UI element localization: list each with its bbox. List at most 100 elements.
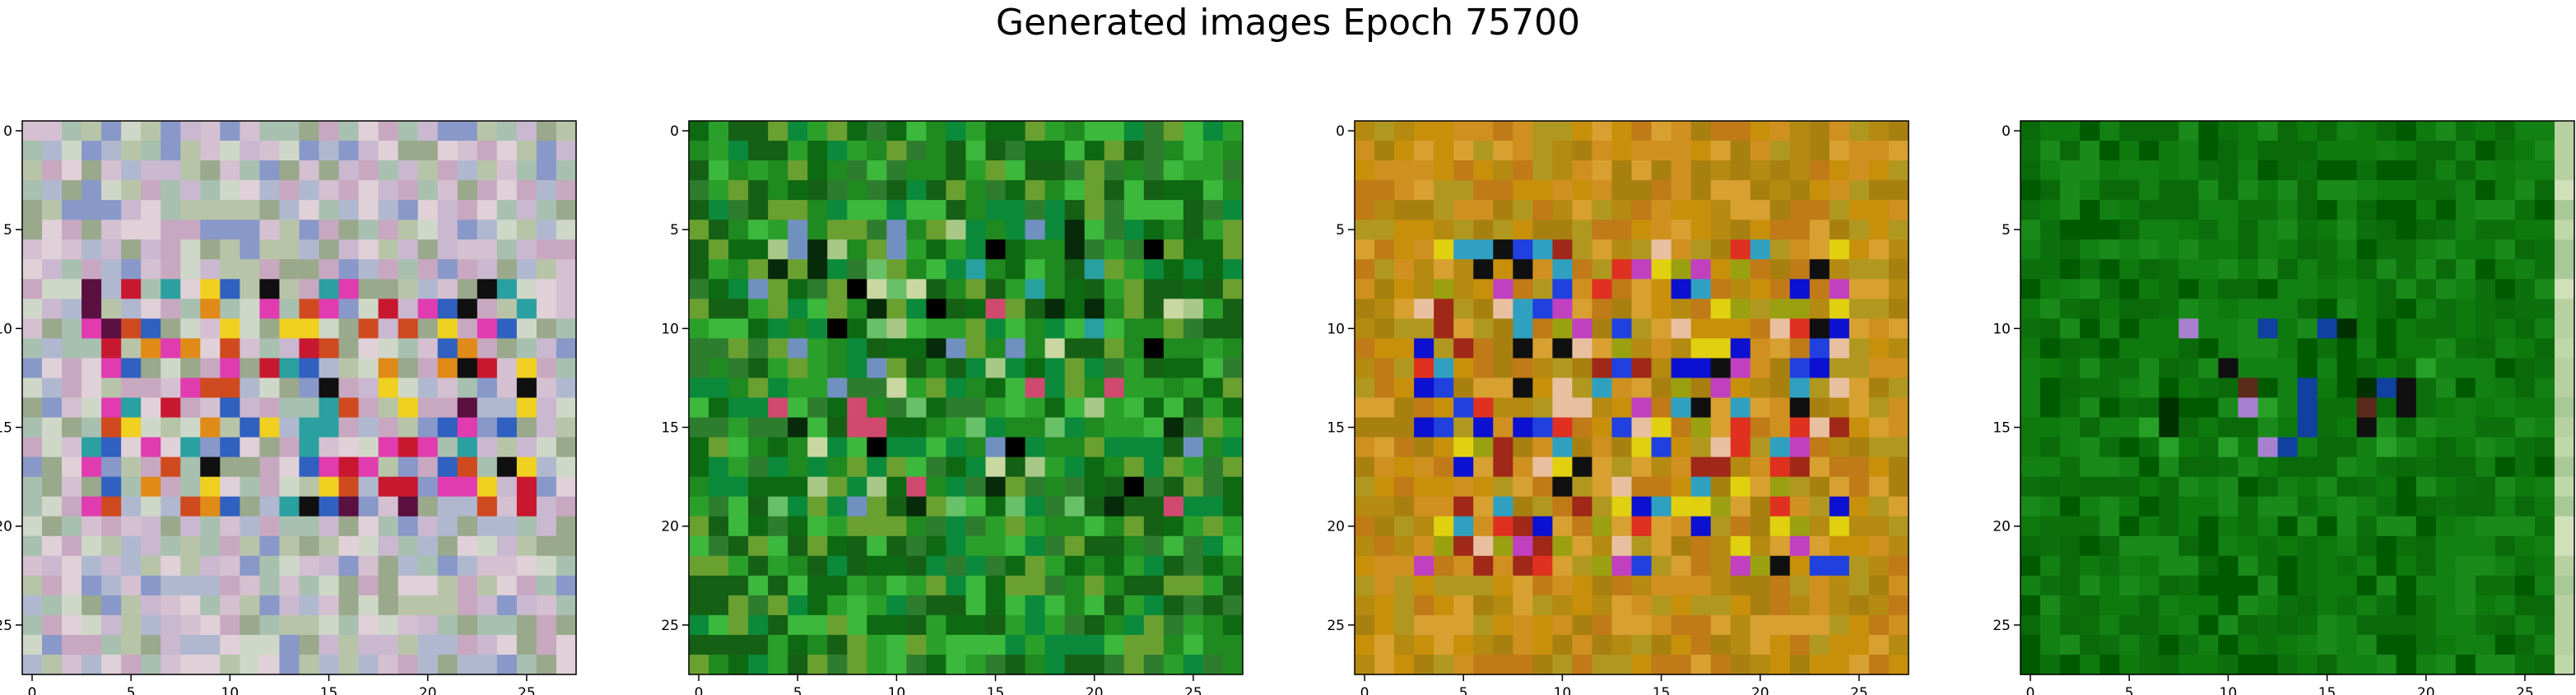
pixel-cell — [1473, 516, 1494, 537]
pixel-cell — [946, 496, 967, 517]
pixel-cell — [2337, 456, 2358, 478]
pixel-cell — [827, 160, 848, 181]
pixel-cell — [516, 220, 537, 240]
pixel-cell — [22, 575, 43, 596]
pixel-cell — [477, 279, 498, 299]
x-tick-label: 20 — [1751, 685, 1769, 695]
pixel-cell — [2139, 200, 2160, 220]
pixel-cell — [1690, 200, 1712, 220]
pixel-cell — [1769, 634, 1791, 656]
axes-frame — [2020, 120, 2575, 675]
pixel-cell — [1025, 476, 1046, 498]
pixel-cell — [239, 516, 261, 537]
pixel-cell — [1592, 417, 1613, 438]
pixel-cell — [827, 516, 848, 537]
pixel-cell — [1789, 141, 1811, 161]
pixel-cell — [1809, 200, 1830, 220]
pixel-cell — [477, 496, 498, 517]
pixel-cell — [1829, 299, 1850, 319]
pixel-cell — [788, 141, 808, 161]
pixel-cell — [1809, 496, 1830, 517]
pixel-cell — [42, 397, 63, 419]
pixel-cell — [259, 614, 281, 636]
pixel-cell — [2455, 378, 2476, 399]
pixel-cell — [2238, 378, 2259, 399]
pixel-cell — [1355, 141, 1375, 161]
pixel-cell — [1690, 516, 1712, 537]
pixel-cell — [437, 141, 458, 161]
pixel-cell — [536, 239, 557, 260]
pixel-cell — [1868, 200, 1890, 220]
pixel-cell — [1592, 160, 1613, 181]
pixel-cell — [1394, 141, 1415, 161]
pixel-cell — [1868, 437, 1890, 458]
pixel-cell — [1163, 535, 1184, 557]
pixel-cell — [2297, 634, 2318, 656]
pixel-cell — [2119, 417, 2140, 438]
pixel-cell — [279, 141, 300, 161]
pixel-cell — [2238, 239, 2259, 260]
pixel-cell — [1222, 259, 1244, 280]
pixel-cell — [1143, 220, 1165, 240]
pixel-cell — [1710, 535, 1732, 557]
pixel-cell — [200, 358, 221, 379]
pixel-cell — [867, 634, 887, 656]
pixel-cell — [536, 437, 557, 458]
pixel-cell — [847, 220, 867, 240]
pixel-cell — [62, 535, 82, 557]
x-tick-label: 25 — [1184, 685, 1202, 695]
pixel-cell — [2198, 535, 2219, 557]
pixel-cell — [299, 535, 320, 557]
pixel-cell — [1202, 358, 1224, 379]
pixel-cell — [1710, 437, 1732, 458]
pixel-cell — [180, 200, 201, 220]
pixel-cell — [1374, 575, 1395, 596]
pixel-cell — [358, 614, 379, 636]
pixel-cell — [2376, 338, 2397, 359]
pixel-cell — [1809, 141, 1830, 161]
pixel-cell — [1611, 160, 1633, 181]
pixel-cell — [807, 160, 828, 181]
pixel-cell — [2099, 338, 2120, 359]
pixel-cell — [1552, 614, 1573, 636]
pixel-cell — [1202, 220, 1224, 240]
pixel-cell — [768, 141, 788, 161]
pixel-cell — [1809, 417, 1830, 438]
pixel-cell — [1513, 220, 1533, 240]
pixel-cell — [2416, 259, 2437, 280]
pixel-cell — [2475, 160, 2496, 181]
pixel-cell — [2080, 358, 2100, 379]
pixel-cell — [1084, 259, 1105, 280]
pixel-cell — [81, 634, 102, 656]
pixel-cell — [2396, 516, 2417, 537]
pixel-cell — [1750, 595, 1771, 616]
y-tick-label: 25 — [661, 618, 679, 634]
pixel-cell — [516, 595, 537, 616]
pixel-cell — [2435, 575, 2457, 596]
pixel-cell — [1848, 200, 1870, 220]
pixel-cell — [2356, 634, 2378, 656]
pixel-cell — [2060, 141, 2081, 161]
pixel-cell — [1829, 397, 1850, 419]
pixel-cell — [1084, 614, 1105, 636]
pixel-cell — [477, 595, 498, 616]
pixel-cell — [906, 338, 928, 359]
pixel-cell — [728, 555, 749, 577]
pixel-cell — [1572, 259, 1593, 280]
pixel-cell — [279, 516, 300, 537]
pixel-cell — [1414, 378, 1434, 399]
pixel-cell — [496, 121, 518, 141]
pixel-cell — [2218, 555, 2239, 577]
pixel-cell — [62, 279, 82, 299]
pixel-cell — [1690, 397, 1712, 419]
pixel-cell — [1355, 437, 1375, 458]
pixel-cell — [1592, 200, 1613, 220]
pixel-cell — [906, 535, 928, 557]
pixel-cell — [200, 634, 221, 656]
pixel-cell — [279, 220, 300, 240]
pixel-cell — [457, 121, 478, 141]
pixel-cell — [2020, 239, 2041, 260]
pixel-cell — [121, 634, 142, 656]
pixel-cell — [867, 397, 887, 419]
pixel-cell — [926, 358, 947, 379]
